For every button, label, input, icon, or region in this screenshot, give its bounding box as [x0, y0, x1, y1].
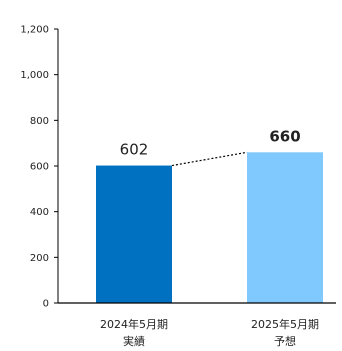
y-tick-label: 0: [43, 299, 49, 310]
category-sublabel: 実績: [123, 334, 145, 348]
y-tick-label: 1,200: [20, 25, 49, 36]
category-sublabel: 予想: [274, 334, 296, 348]
bar: [247, 152, 323, 303]
value-label: 602: [120, 141, 149, 159]
connector: [171, 151, 248, 167]
bars: [96, 152, 323, 303]
y-tick-label: 1,000: [20, 70, 49, 81]
category-label: 2024年5月期: [100, 317, 168, 331]
value-label: 660: [269, 127, 300, 145]
dotted-connector-line: [171, 151, 248, 167]
y-tick-label: 200: [30, 253, 49, 264]
y-axis: 0 200 400 600 800 1,000 1,200: [20, 25, 59, 310]
y-tick-label: 800: [30, 116, 49, 127]
category-label: 2025年5月期: [251, 317, 319, 331]
y-tick-label: 400: [30, 207, 49, 218]
value-labels: 602 660: [120, 127, 301, 158]
y-tick-label: 600: [30, 162, 49, 173]
bar: [96, 165, 172, 303]
